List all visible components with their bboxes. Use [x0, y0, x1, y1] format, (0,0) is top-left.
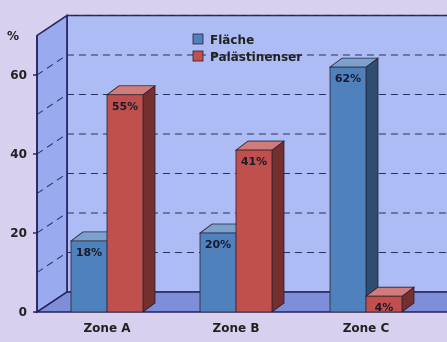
legend-label: Palästinenser: [210, 50, 302, 64]
category-label: Zone C: [343, 321, 390, 335]
bar-value-label: 18%: [76, 246, 102, 259]
bar-side: [365, 57, 379, 313]
bar-1-1: 41%: [234, 140, 286, 313]
bar-front: [329, 66, 367, 313]
bar-2-0: 62%: [328, 57, 380, 313]
gridline: [36, 173, 447, 194]
bar-front: [199, 232, 237, 313]
bar-2-1: 4%: [364, 286, 416, 314]
gridline: [36, 94, 447, 115]
side-wall: [36, 14, 68, 314]
legend-swatch: [192, 33, 204, 45]
legend-label: Fläche: [210, 33, 254, 47]
gridline: [36, 54, 447, 76]
bar-side: [142, 84, 156, 313]
y-tick-label: 20: [10, 226, 27, 240]
bar-front: [235, 149, 273, 313]
category-label: Zone A: [83, 321, 131, 335]
y-tick-label: 40: [10, 147, 27, 161]
legend: Fläche Palästinenser: [192, 33, 302, 64]
gridline: [36, 212, 447, 234]
bar-0-1: 55%: [105, 84, 157, 313]
y-tick-label: 0: [19, 305, 27, 319]
y-unit-label: %: [7, 29, 19, 43]
legend-swatch: [192, 50, 204, 62]
y-tick-label: 60: [10, 68, 27, 82]
bar-value-label: 4%: [375, 301, 394, 314]
gridline: [36, 133, 447, 155]
gridline: [36, 252, 447, 273]
bar-value-label: 20%: [205, 238, 231, 251]
gridlines: [36, 15, 447, 273]
category-label: Zone B: [213, 321, 260, 335]
bar-front: [106, 94, 144, 313]
bar-value-label: 55%: [112, 100, 138, 113]
bar-value-label: 41%: [241, 155, 267, 168]
gridline: [36, 15, 447, 36]
bar-front: [365, 295, 403, 313]
bar-side: [271, 140, 285, 313]
bar-value-label: 62%: [335, 72, 361, 85]
